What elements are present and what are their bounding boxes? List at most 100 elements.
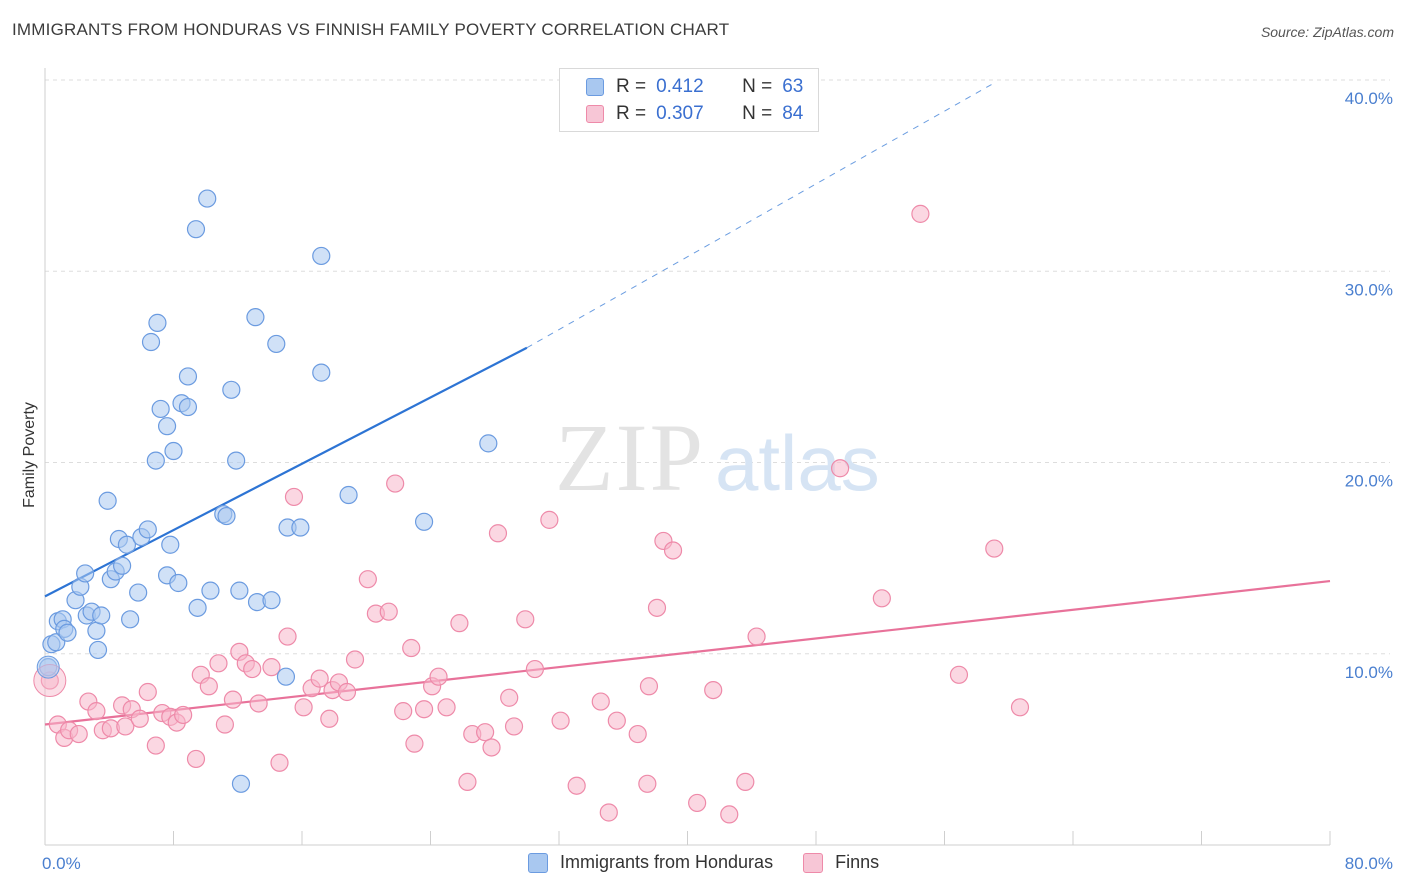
data-point-finns	[270, 753, 289, 772]
data-point-honduras	[161, 535, 180, 554]
data-point-finns	[567, 776, 586, 795]
legend-item-finns[interactable]: Finns	[803, 852, 879, 873]
data-point-finns	[294, 698, 313, 717]
data-point-finns	[949, 665, 969, 684]
data-point-honduras	[414, 512, 434, 531]
legend-label-honduras: Immigrants from Honduras	[560, 852, 774, 872]
data-point-finns	[310, 669, 329, 688]
data-point-honduras	[186, 220, 206, 239]
y-tick-label: 40.0%	[1345, 89, 1393, 108]
data-point-honduras	[267, 334, 286, 354]
legend-n-label: N =	[742, 103, 773, 124]
data-point-honduras	[312, 363, 331, 382]
data-point-honduras	[479, 434, 498, 453]
data-point-finns	[628, 724, 647, 744]
data-point-honduras	[276, 667, 296, 686]
data-point-honduras	[36, 655, 60, 679]
data-point-finns	[607, 711, 626, 730]
data-point-finns	[394, 702, 413, 721]
data-point-finns	[337, 682, 357, 702]
data-point-honduras	[164, 441, 183, 461]
data-point-honduras	[121, 610, 140, 629]
legend-r-label: R =	[616, 76, 647, 97]
data-point-finns	[736, 772, 755, 791]
data-point-finns	[243, 659, 262, 679]
data-point-finns	[278, 627, 297, 646]
legend-swatch-honduras	[528, 852, 548, 873]
data-point-finns	[320, 709, 339, 728]
data-point-finns	[130, 709, 149, 728]
data-point-finns	[830, 459, 850, 478]
data-point-finns	[516, 610, 535, 629]
data-point-honduras	[198, 189, 217, 208]
data-point-finns	[116, 717, 135, 736]
trend-line-honduras-extension	[526, 83, 993, 349]
data-point-finns	[599, 803, 618, 822]
legend-swatch-finns	[586, 105, 604, 123]
data-point-finns	[504, 717, 524, 736]
data-point-finns	[911, 204, 930, 223]
data-point-honduras	[178, 367, 198, 386]
data-point-finns	[386, 474, 405, 493]
data-point-finns	[688, 793, 707, 813]
svg-text:ZIP: ZIP	[555, 404, 705, 511]
data-point-finns	[402, 638, 421, 658]
data-point-finns	[540, 510, 559, 529]
data-point-finns	[551, 711, 570, 730]
data-point-finns	[747, 627, 766, 646]
legend-r-label: R =	[616, 103, 647, 124]
data-point-finns	[345, 650, 365, 669]
data-point-honduras	[312, 246, 331, 266]
data-point-finns	[639, 677, 659, 696]
data-point-finns	[720, 805, 739, 824]
data-point-honduras	[231, 774, 251, 793]
zipatlas-watermark: ZIP atlas	[555, 404, 880, 511]
axes	[44, 68, 1331, 846]
data-point-finns	[437, 698, 456, 717]
data-point-finns	[704, 680, 723, 700]
data-point-finns	[215, 715, 234, 734]
data-point-honduras	[138, 520, 157, 539]
data-point-finns	[450, 614, 469, 633]
legend-r-value: 0.412	[656, 76, 704, 97]
data-point-finns	[500, 688, 519, 707]
data-point-finns	[262, 658, 281, 677]
data-point-finns	[663, 541, 683, 560]
legend-n-value: 63	[782, 76, 804, 97]
data-point-honduras	[92, 606, 111, 625]
data-point-honduras	[201, 581, 220, 600]
legend-item-honduras[interactable]: Immigrants from Honduras	[528, 852, 773, 873]
trend-line-honduras	[44, 346, 528, 598]
data-point-honduras	[87, 621, 106, 640]
chart-title: IMMIGRANTS FROM HONDURAS VS FINNISH FAMI…	[12, 20, 730, 39]
svg-text:atlas: atlas	[715, 419, 880, 507]
data-point-finns	[146, 736, 165, 755]
data-point-honduras	[58, 623, 77, 642]
data-point-finns	[872, 589, 891, 608]
data-point-finns	[199, 677, 218, 696]
data-point-honduras	[217, 506, 236, 526]
data-point-honduras	[157, 417, 177, 436]
data-point-finns	[174, 705, 193, 725]
data-point-honduras	[188, 598, 207, 617]
legend-n-value: 84	[782, 103, 804, 124]
data-points	[33, 189, 1030, 824]
data-point-finns	[138, 682, 157, 702]
data-point-finns	[525, 659, 545, 679]
tick-labels: 10.0% 20.0% 30.0% 40.0% 0.0% 80.0%	[42, 89, 1393, 873]
legend-swatch-finns	[803, 852, 824, 873]
data-point-finns	[647, 598, 667, 617]
legend-label-finns: Finns	[835, 852, 880, 872]
grid-lines	[45, 79, 1390, 655]
legend-row-honduras: R = 0.412 N = 63	[586, 74, 803, 100]
data-point-honduras	[169, 573, 188, 593]
data-point-finns	[249, 694, 268, 713]
data-point-finns	[223, 690, 243, 709]
y-tick-label: 30.0%	[1345, 280, 1393, 299]
data-point-finns	[482, 738, 501, 757]
data-point-finns	[591, 692, 610, 711]
data-point-finns	[476, 723, 495, 742]
data-point-finns	[405, 734, 424, 753]
legend-r-value: 0.307	[656, 103, 704, 124]
